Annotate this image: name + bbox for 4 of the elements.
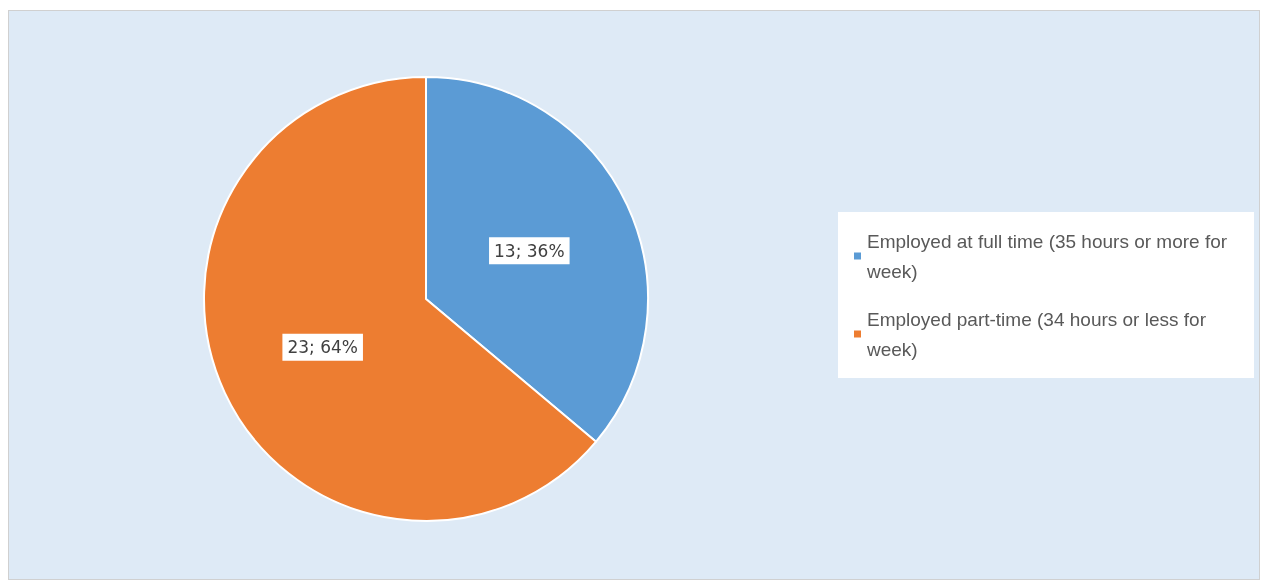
data-label: 23; 64% bbox=[287, 337, 358, 358]
legend-label: Employed part-time (34 hours or less for week) bbox=[866, 308, 1212, 360]
data-label: 13; 36% bbox=[494, 240, 565, 261]
legend-label: Employed at full time (35 hours or more for week) bbox=[866, 230, 1233, 282]
